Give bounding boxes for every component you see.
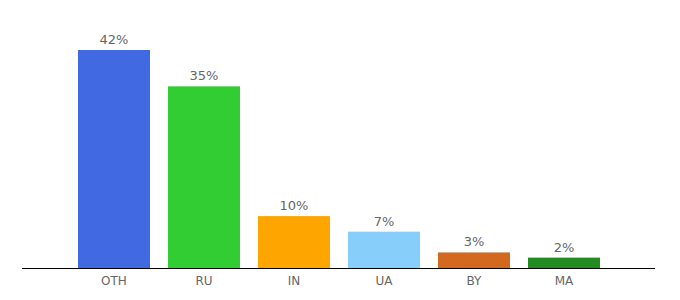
bars bbox=[78, 50, 600, 268]
bar bbox=[78, 50, 150, 268]
tick: OTH bbox=[101, 268, 127, 288]
bar bbox=[258, 216, 330, 268]
data-label: 7% bbox=[374, 214, 395, 229]
data-label: 35% bbox=[190, 68, 219, 83]
data-label: 2% bbox=[554, 240, 575, 255]
x-axis: OTH RU IN UA BY MA bbox=[22, 268, 655, 288]
tick-label: RU bbox=[195, 274, 212, 288]
data-label: 10% bbox=[280, 198, 309, 213]
bar bbox=[438, 252, 510, 268]
bar bbox=[528, 258, 600, 268]
bar bbox=[168, 86, 240, 268]
data-label: 3% bbox=[464, 234, 485, 249]
tick-label: MA bbox=[555, 274, 574, 288]
bar bbox=[348, 232, 420, 268]
tick-label: IN bbox=[288, 274, 301, 288]
data-label: 42% bbox=[100, 32, 129, 47]
tick: BY bbox=[467, 268, 483, 288]
tick-label: BY bbox=[467, 274, 483, 288]
tick: UA bbox=[376, 268, 394, 288]
tick: RU bbox=[195, 268, 212, 288]
chart: 42% 35% 10% 7% 3% 2% OTH RU IN UA BY MA bbox=[0, 0, 680, 300]
data-labels: 42% 35% 10% 7% 3% 2% bbox=[100, 32, 575, 255]
tick: MA bbox=[555, 268, 574, 288]
tick-label: OTH bbox=[101, 274, 127, 288]
tick-label: UA bbox=[376, 274, 394, 288]
tick: IN bbox=[288, 268, 301, 288]
x-axis-line bbox=[22, 268, 655, 269]
